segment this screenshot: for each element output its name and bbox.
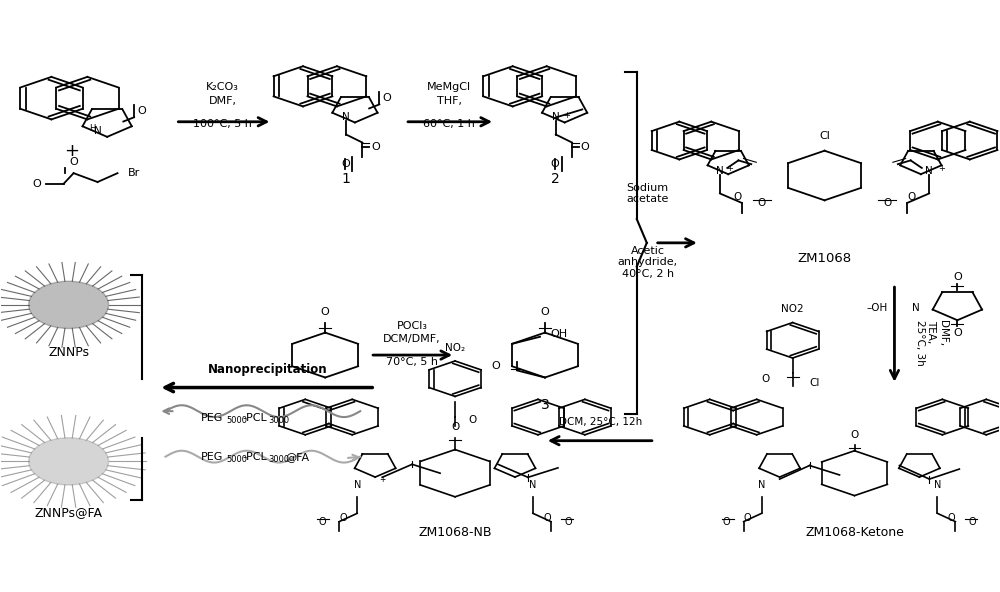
- Text: 2: 2: [551, 172, 559, 186]
- Text: ZM1068: ZM1068: [797, 252, 852, 265]
- Text: O: O: [491, 361, 500, 371]
- Text: O: O: [382, 94, 391, 104]
- Text: 3000: 3000: [268, 455, 289, 465]
- Text: O: O: [32, 179, 41, 189]
- Text: POCl₃: POCl₃: [397, 321, 428, 332]
- Text: +: +: [379, 475, 385, 484]
- Text: N: N: [716, 166, 724, 176]
- Text: N: N: [529, 480, 537, 490]
- Text: NO2: NO2: [781, 304, 804, 314]
- Text: N: N: [912, 303, 919, 313]
- Text: DCM, 25°C, 12h: DCM, 25°C, 12h: [559, 417, 642, 427]
- Text: N: N: [342, 112, 350, 123]
- Text: 1: 1: [341, 172, 350, 186]
- Text: O: O: [137, 106, 146, 116]
- Text: O: O: [318, 517, 326, 527]
- Text: +: +: [564, 111, 570, 120]
- Text: O: O: [723, 517, 730, 527]
- Text: @FA: @FA: [285, 452, 309, 462]
- Text: N: N: [94, 126, 102, 136]
- Text: O: O: [953, 272, 962, 282]
- Text: ZM1068-NB: ZM1068-NB: [418, 526, 492, 539]
- Text: PEG: PEG: [200, 452, 223, 462]
- Text: O: O: [541, 307, 549, 317]
- Text: +: +: [726, 164, 733, 173]
- Text: O: O: [543, 513, 551, 523]
- Text: N: N: [934, 480, 941, 490]
- Text: Cl: Cl: [810, 378, 820, 388]
- Text: DMF,: DMF,: [208, 96, 236, 106]
- Text: O: O: [564, 517, 572, 527]
- Text: O: O: [969, 517, 976, 527]
- Text: O: O: [341, 159, 350, 169]
- Text: O: O: [371, 141, 380, 152]
- Text: O: O: [948, 513, 955, 523]
- Text: MeMgCl: MeMgCl: [427, 82, 471, 92]
- Text: O: O: [734, 192, 742, 202]
- Text: 60°C, 1 h: 60°C, 1 h: [423, 119, 475, 129]
- Text: +: +: [939, 164, 945, 173]
- Text: +: +: [64, 142, 79, 160]
- Text: OH: OH: [550, 329, 567, 339]
- Text: O: O: [69, 157, 78, 168]
- Text: THF,: THF,: [437, 96, 462, 106]
- Circle shape: [29, 437, 109, 485]
- Text: 5000: 5000: [226, 417, 247, 426]
- Text: O: O: [758, 198, 766, 208]
- Text: DMF,
TEA,
25°C, 3h: DMF, TEA, 25°C, 3h: [915, 320, 948, 365]
- Text: O: O: [883, 198, 891, 208]
- Text: O: O: [850, 430, 859, 439]
- Text: ZM1068-Ketone: ZM1068-Ketone: [805, 526, 904, 539]
- Text: N: N: [925, 166, 933, 176]
- Text: H: H: [90, 124, 96, 133]
- Text: K₂CO₃: K₂CO₃: [206, 82, 239, 92]
- Text: 70°C, 5 h: 70°C, 5 h: [386, 358, 438, 368]
- Text: ZNNPs@FA: ZNNPs@FA: [35, 506, 103, 519]
- Text: DCM/DMF,: DCM/DMF,: [383, 334, 441, 345]
- Text: Nanoprecipitation: Nanoprecipitation: [208, 363, 327, 376]
- Text: O: O: [321, 307, 330, 317]
- Text: PEG: PEG: [200, 413, 223, 423]
- Text: ZNNPs: ZNNPs: [48, 346, 89, 359]
- Text: 100°C, 5 h: 100°C, 5 h: [193, 119, 252, 129]
- Circle shape: [29, 281, 109, 329]
- Text: O: O: [953, 329, 962, 339]
- Text: O: O: [451, 422, 459, 432]
- Text: Sodium
acetate: Sodium acetate: [627, 183, 669, 204]
- Text: 5000: 5000: [226, 455, 247, 465]
- Text: NO₂: NO₂: [445, 343, 465, 353]
- Text: N: N: [758, 480, 765, 490]
- Text: N: N: [552, 112, 560, 123]
- Text: 3000: 3000: [268, 417, 289, 426]
- Text: O: O: [744, 513, 751, 523]
- Text: -PCL: -PCL: [242, 413, 267, 423]
- Text: 3: 3: [541, 398, 549, 411]
- Text: Br: Br: [128, 168, 140, 178]
- Text: O: O: [339, 513, 347, 523]
- Text: O: O: [581, 141, 589, 152]
- Text: O: O: [907, 192, 915, 202]
- Text: O: O: [551, 159, 559, 169]
- Text: -PCL: -PCL: [242, 452, 267, 462]
- Text: Cl: Cl: [819, 131, 830, 141]
- Text: –OH: –OH: [866, 303, 887, 313]
- Text: Acetic
anhydride,
40°C, 2 h: Acetic anhydride, 40°C, 2 h: [618, 246, 678, 279]
- Text: N: N: [354, 480, 361, 490]
- Text: O: O: [468, 415, 476, 425]
- Text: O: O: [761, 374, 770, 384]
